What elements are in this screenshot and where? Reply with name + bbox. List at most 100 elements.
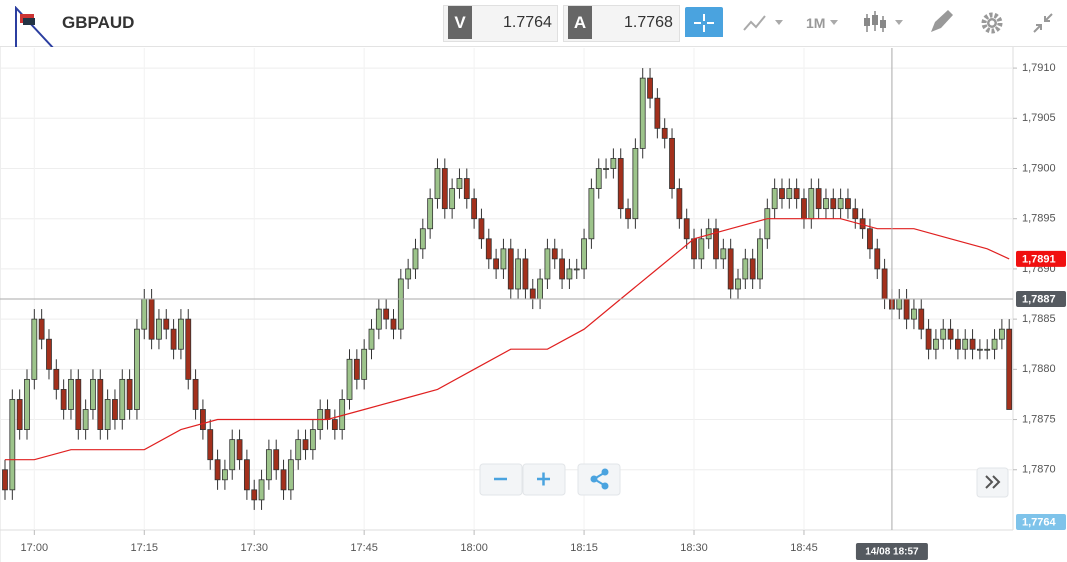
x-tick-label: 18:30 xyxy=(680,542,708,554)
candle-body xyxy=(676,188,683,220)
x-tick-label: 17:30 xyxy=(240,542,268,554)
candle-body xyxy=(75,378,82,430)
candle-body xyxy=(273,449,280,471)
candle-body xyxy=(947,328,954,340)
price-tag xyxy=(1016,250,1066,267)
moving-average-line xyxy=(5,218,1010,461)
y-tick-label: 1,7905 xyxy=(1022,112,1056,124)
draw-button[interactable] xyxy=(928,8,956,38)
candle-body xyxy=(405,268,412,280)
candles-button[interactable] xyxy=(862,8,908,38)
candle-body xyxy=(302,439,309,451)
candle-body xyxy=(757,238,763,280)
candle-body xyxy=(2,469,8,491)
y-tick-label: 1,7875 xyxy=(1022,413,1056,425)
candle-body xyxy=(229,439,236,471)
y-tick-label: 1,7880 xyxy=(1022,363,1056,375)
candle-body xyxy=(265,449,272,481)
candle-body xyxy=(427,198,434,230)
ask-label: A xyxy=(568,6,592,39)
crosshair-button[interactable] xyxy=(685,7,723,37)
candle-body xyxy=(991,338,998,350)
toolbar: GBPAUD V 1.7764 A 1.7768 1M xyxy=(0,0,1067,65)
candle-body xyxy=(46,338,52,370)
candle-body xyxy=(691,238,697,260)
candle-body xyxy=(669,137,675,189)
candle-body xyxy=(529,288,536,300)
price-tag xyxy=(1016,514,1066,530)
candle-body xyxy=(573,268,580,271)
candle-body xyxy=(324,409,331,420)
candle-body xyxy=(793,188,800,200)
candle-body xyxy=(412,248,419,270)
candle-body xyxy=(522,258,529,290)
candle-body xyxy=(104,399,111,430)
crosshair-time-label: 14/08 18:57 xyxy=(865,547,919,558)
candle-body xyxy=(134,328,140,410)
candle-body xyxy=(185,318,192,380)
candle-body xyxy=(537,278,543,300)
candle-body xyxy=(361,348,368,380)
candle-body xyxy=(515,258,521,290)
candle-body xyxy=(559,258,565,280)
candle-body xyxy=(837,198,844,210)
candle-body xyxy=(683,218,690,240)
candle-body xyxy=(449,188,456,210)
candle-body xyxy=(243,459,250,491)
candle-body xyxy=(925,328,932,350)
candle-body xyxy=(749,258,756,280)
candle-body xyxy=(771,188,778,210)
y-tick-label: 1,7885 xyxy=(1022,313,1056,325)
candle-body xyxy=(485,238,492,260)
timeframe-caret[interactable] xyxy=(828,8,844,38)
candle-body xyxy=(815,188,822,210)
candle-body xyxy=(441,168,448,210)
x-tick-label: 18:45 xyxy=(790,542,818,554)
collapse-button[interactable] xyxy=(1030,8,1056,38)
candle-body xyxy=(661,127,668,139)
candle-body xyxy=(998,328,1005,340)
candle-body xyxy=(933,338,939,350)
price-tag xyxy=(1016,291,1066,308)
candle-body xyxy=(251,489,258,501)
candle-body xyxy=(126,378,133,410)
candle-body xyxy=(639,77,646,149)
candle-body xyxy=(918,308,925,330)
candle-body xyxy=(984,348,991,351)
candle-body xyxy=(16,399,23,430)
chart-type-button[interactable] xyxy=(742,8,788,38)
price-tag-label: 1,7887 xyxy=(1022,293,1056,305)
candle-body xyxy=(97,378,104,430)
candle-body xyxy=(368,328,375,350)
candle-body xyxy=(375,308,382,330)
candle-body xyxy=(493,258,500,270)
share-button[interactable] xyxy=(577,463,621,496)
candle-body xyxy=(1006,328,1013,410)
y-tick-label: 1,7910 xyxy=(1022,62,1056,74)
candle-body xyxy=(38,318,45,340)
candle-body xyxy=(698,238,705,260)
settings-button[interactable] xyxy=(980,8,1004,38)
x-tick-label: 18:15 xyxy=(570,542,598,554)
candle-body xyxy=(295,439,302,461)
price-tag-label: 1,7891 xyxy=(1022,253,1056,265)
timeframe[interactable]: 1M xyxy=(806,15,826,31)
candle-body xyxy=(148,298,155,340)
candle-body xyxy=(720,248,727,260)
candle-body xyxy=(280,469,287,491)
candle-body xyxy=(588,188,595,240)
candle-body xyxy=(478,218,485,240)
candle-body xyxy=(178,318,184,350)
candle-body xyxy=(874,248,881,270)
x-tick-label: 18:00 xyxy=(460,542,488,554)
candle-body xyxy=(141,298,148,330)
crosshair-time-box xyxy=(855,543,928,560)
candle-body xyxy=(463,178,470,200)
candle-body xyxy=(867,228,873,250)
candle-body xyxy=(727,248,734,290)
candle-body xyxy=(808,188,815,220)
candle-body xyxy=(471,198,478,220)
candle-body xyxy=(779,188,785,200)
